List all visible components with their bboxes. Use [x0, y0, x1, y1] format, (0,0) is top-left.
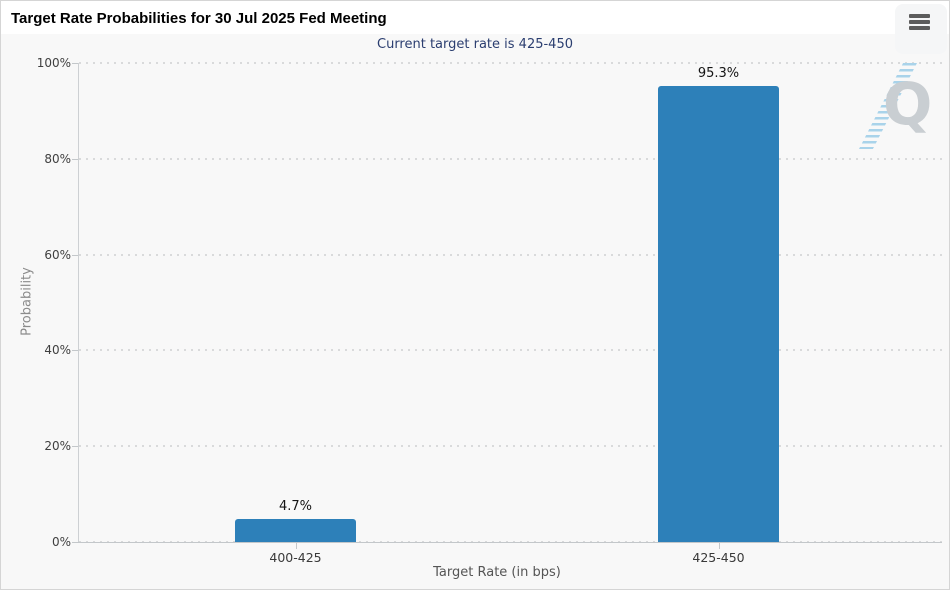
- quikstrike-logo-watermark: Q: [857, 59, 943, 153]
- y-tick-label: 60%: [44, 247, 71, 262]
- bar-value-label: 4.7%: [278, 499, 313, 515]
- x-tick-label: 425-450: [692, 550, 745, 565]
- y-axis-line: [78, 63, 79, 543]
- x-tick-mark: [295, 543, 297, 549]
- x-axis-line: [78, 542, 942, 543]
- watermark-q-letter: Q: [883, 70, 933, 138]
- menu-button[interactable]: [895, 4, 947, 54]
- bar[interactable]: [658, 85, 779, 542]
- chart-subtitle: Current target rate is 425-450: [377, 37, 573, 52]
- y-tick-mark: [72, 446, 78, 448]
- chart-title: Target Rate Probabilities for 30 Jul 202…: [11, 10, 387, 27]
- y-gridline: [79, 349, 942, 352]
- y-tick-mark: [72, 254, 78, 256]
- y-tick-label: 0%: [51, 535, 71, 549]
- y-tick-label: 100%: [36, 56, 71, 70]
- y-tick-mark: [72, 350, 78, 352]
- bar-value-label: 95.3%: [697, 65, 740, 81]
- y-gridline: [79, 445, 942, 448]
- hamburger-menu-icon[interactable]: [909, 14, 930, 32]
- y-gridline: [79, 62, 942, 64]
- bar[interactable]: [235, 519, 356, 542]
- y-axis-title: Probability: [19, 267, 35, 336]
- y-tick-mark: [72, 63, 78, 64]
- y-tick-label: 20%: [44, 439, 71, 454]
- x-axis-title: Target Rate (in bps): [433, 565, 561, 580]
- y-tick-mark: [72, 158, 78, 160]
- y-tick-mark: [72, 542, 78, 543]
- x-tick-mark: [718, 543, 720, 549]
- y-tick-label: 40%: [44, 343, 71, 358]
- y-tick-label: 80%: [44, 151, 71, 166]
- chart-header: Target Rate Probabilities for 30 Jul 202…: [1, 1, 949, 34]
- x-tick-label: 400-425: [269, 550, 322, 565]
- y-gridline: [79, 157, 942, 160]
- y-gridline: [79, 253, 942, 256]
